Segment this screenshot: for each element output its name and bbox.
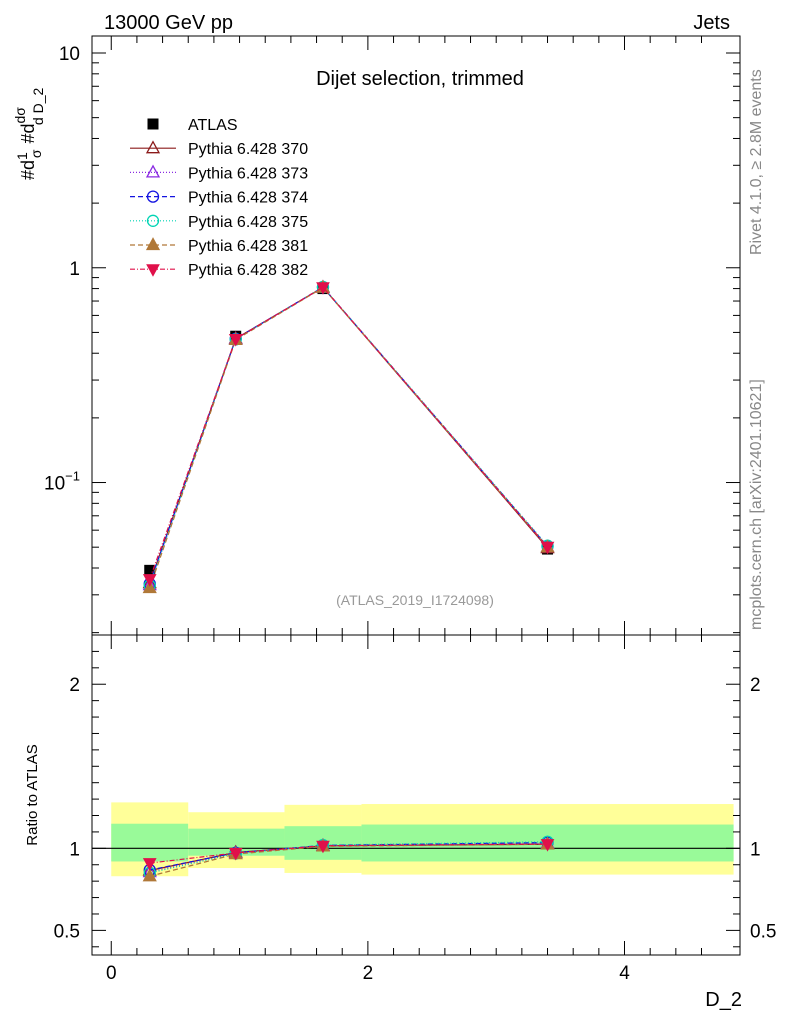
ratio-data-point bbox=[228, 847, 243, 861]
legend-item: Pythia 6.428 381 bbox=[130, 237, 308, 255]
legend-item: Pythia 6.428 382 bbox=[130, 262, 308, 279]
data-point bbox=[316, 282, 330, 295]
series-pythia-6-428-382 bbox=[142, 282, 555, 587]
ratio-data-point bbox=[540, 839, 555, 852]
series-line bbox=[149, 286, 548, 580]
series-line bbox=[149, 286, 548, 586]
x-tick-label: 2 bbox=[363, 963, 374, 984]
legend-label: ATLAS bbox=[188, 117, 238, 134]
main-y-tick-label: 1 bbox=[69, 259, 80, 280]
ratio-y-tick-label-right: 0.5 bbox=[750, 921, 776, 942]
legend-label: Pythia 6.428 373 bbox=[188, 165, 308, 182]
data-point bbox=[228, 333, 243, 347]
legend-marker bbox=[145, 237, 161, 251]
legend-marker bbox=[147, 118, 159, 130]
legend-marker bbox=[145, 140, 161, 154]
ratio-series-line bbox=[149, 841, 548, 874]
main-y-axis-label: #d1σ#ddσ d D_2 bbox=[12, 87, 46, 180]
main-y-tick-label: 10 bbox=[59, 44, 80, 65]
legend-label: Pythia 6.428 370 bbox=[188, 141, 308, 158]
legend-item: Pythia 6.428 370 bbox=[130, 140, 308, 158]
series-line bbox=[149, 286, 548, 584]
series-line bbox=[149, 286, 548, 584]
legend-label: Pythia 6.428 382 bbox=[188, 262, 308, 279]
series-pythia-6-428-375 bbox=[143, 280, 554, 592]
series-line bbox=[149, 286, 548, 589]
legend-label: Pythia 6.428 375 bbox=[188, 214, 308, 231]
data-point bbox=[142, 580, 157, 594]
series-pythia-6-428-373 bbox=[142, 279, 555, 591]
legend-item: Pythia 6.428 374 bbox=[130, 190, 308, 207]
ratio-data-point bbox=[316, 840, 330, 854]
ratio-band-inner bbox=[111, 823, 189, 862]
data-point bbox=[540, 541, 555, 555]
series-pythia-6-428-370 bbox=[142, 279, 555, 589]
main-plot-title: Dijet selection, trimmed bbox=[316, 68, 524, 90]
legend-marker bbox=[146, 264, 160, 277]
x-axis-label: D_2 bbox=[705, 989, 742, 1011]
ratio-data-point bbox=[142, 868, 157, 882]
ratio-plot-panel: Ratio to ATLAS D_2 0.5 0.5 1 1 2 2 0 2 4 bbox=[24, 634, 776, 1011]
legend-label: Pythia 6.428 374 bbox=[188, 190, 308, 207]
data-point bbox=[144, 564, 156, 576]
legend-item: ATLAS bbox=[147, 117, 238, 134]
series-atlas bbox=[144, 283, 554, 576]
data-point bbox=[142, 574, 157, 587]
analysis-watermark: (ATLAS_2019_I1724098) bbox=[336, 592, 494, 608]
ratio-y-tick-label: 2 bbox=[69, 675, 80, 696]
ratio-plot-frame bbox=[91, 634, 741, 956]
ratio-series-pythia-6-428-382 bbox=[142, 839, 555, 871]
main-y-tick-label: 10−1 bbox=[44, 469, 80, 495]
legend-item: Pythia 6.428 373 bbox=[130, 164, 308, 182]
series-pythia-6-428-374 bbox=[143, 281, 554, 590]
legend-marker bbox=[146, 190, 160, 203]
ratio-y-tick-label-right: 2 bbox=[750, 675, 761, 696]
legend-item: Pythia 6.428 375 bbox=[130, 214, 308, 231]
ratio-series-line bbox=[149, 843, 548, 877]
x-tick-label: 0 bbox=[106, 963, 117, 984]
ratio-y-tick-label: 0.5 bbox=[54, 921, 80, 942]
main-plot-panel: Dijet selection, trimmed (ATLAS_2019_I17… bbox=[44, 35, 741, 636]
ratio-y-tick-label-right: 1 bbox=[750, 839, 761, 860]
header-right-label: Jets bbox=[693, 12, 730, 34]
side-label-bottom: mcplots.cern.ch [arXiv:2401.10621] bbox=[748, 379, 765, 630]
ratio-y-axis-label: Ratio to ATLAS bbox=[24, 744, 41, 845]
legend-label: Pythia 6.428 381 bbox=[188, 238, 308, 255]
ratio-data-point bbox=[142, 858, 157, 871]
ratio-series-line bbox=[149, 843, 548, 864]
legend: ATLAS Pythia 6.428 370 Pythia 6.428 373 Pyt… bbox=[130, 117, 308, 279]
side-label-top: Rivet 4.1.0, ≥ 2.8M events bbox=[748, 69, 765, 255]
series-line bbox=[149, 286, 548, 586]
ratio-y-tick-label: 1 bbox=[69, 839, 80, 860]
legend-marker bbox=[146, 214, 160, 227]
series-pythia-6-428-381 bbox=[142, 279, 555, 594]
x-tick-label: 4 bbox=[619, 963, 630, 984]
header-left-label: 13000 GeV pp bbox=[104, 12, 233, 34]
legend-marker bbox=[145, 164, 161, 178]
